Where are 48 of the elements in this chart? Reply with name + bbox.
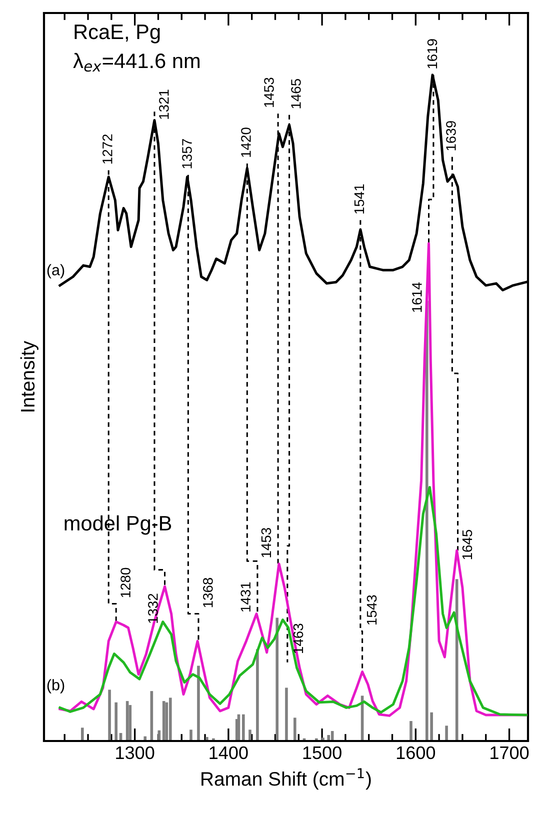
- annotation: 1321: [159, 90, 169, 119]
- x-tick-label: 1700: [490, 746, 529, 760]
- bar: [190, 730, 192, 741]
- annotation: (b): [47, 679, 64, 694]
- bar: [285, 688, 288, 741]
- x-axis-title: Raman Shift (cm$^{−1}$): [202, 768, 371, 790]
- bar: [168, 698, 172, 741]
- annotation: 1357: [182, 139, 192, 168]
- annotation: 1332: [148, 594, 158, 623]
- bar: [158, 730, 161, 741]
- annotation: (a): [47, 264, 64, 278]
- annotation: 1543: [366, 595, 377, 624]
- x-tick-label: 1400: [210, 746, 248, 760]
- x-tick-label: 1300: [116, 746, 154, 760]
- bar: [455, 579, 458, 741]
- bar: [293, 718, 296, 741]
- bar: [256, 649, 259, 741]
- bar: [327, 735, 330, 741]
- bar: [108, 690, 111, 741]
- annotation: 1420: [241, 128, 251, 157]
- bar: [445, 726, 448, 741]
- x-tick-label: 1500: [303, 746, 342, 760]
- bar: [128, 705, 132, 741]
- y-axis-title: Intensity: [20, 340, 38, 412]
- x-tick-label: 1600: [396, 746, 436, 760]
- annotation: 1280: [120, 568, 130, 598]
- text: λ$_{ex}$=441.6 nm: [73, 52, 200, 72]
- annotation: 1463: [293, 624, 304, 654]
- annotation: 1619: [427, 39, 438, 68]
- annotation: 1453: [261, 528, 272, 558]
- text: RcaE, Pg: [74, 24, 160, 44]
- annotation: 1639: [446, 121, 456, 150]
- bar: [114, 702, 118, 741]
- bar: [276, 618, 279, 741]
- bar: [410, 721, 412, 741]
- annotation: 1453: [264, 78, 274, 107]
- bar: [242, 714, 245, 741]
- bar: [80, 728, 84, 741]
- annotation: 1541: [354, 184, 364, 214]
- annotation: 1614: [412, 282, 422, 312]
- annotation: 1465: [291, 79, 301, 108]
- annotation: model Pg-B: [64, 515, 172, 535]
- bar: [248, 730, 252, 741]
- annotation: 1368: [203, 578, 213, 608]
- annotation: 1431: [240, 582, 251, 612]
- bar: [197, 666, 200, 741]
- annotation: 1645: [462, 530, 472, 560]
- annotation: 1272: [102, 134, 112, 164]
